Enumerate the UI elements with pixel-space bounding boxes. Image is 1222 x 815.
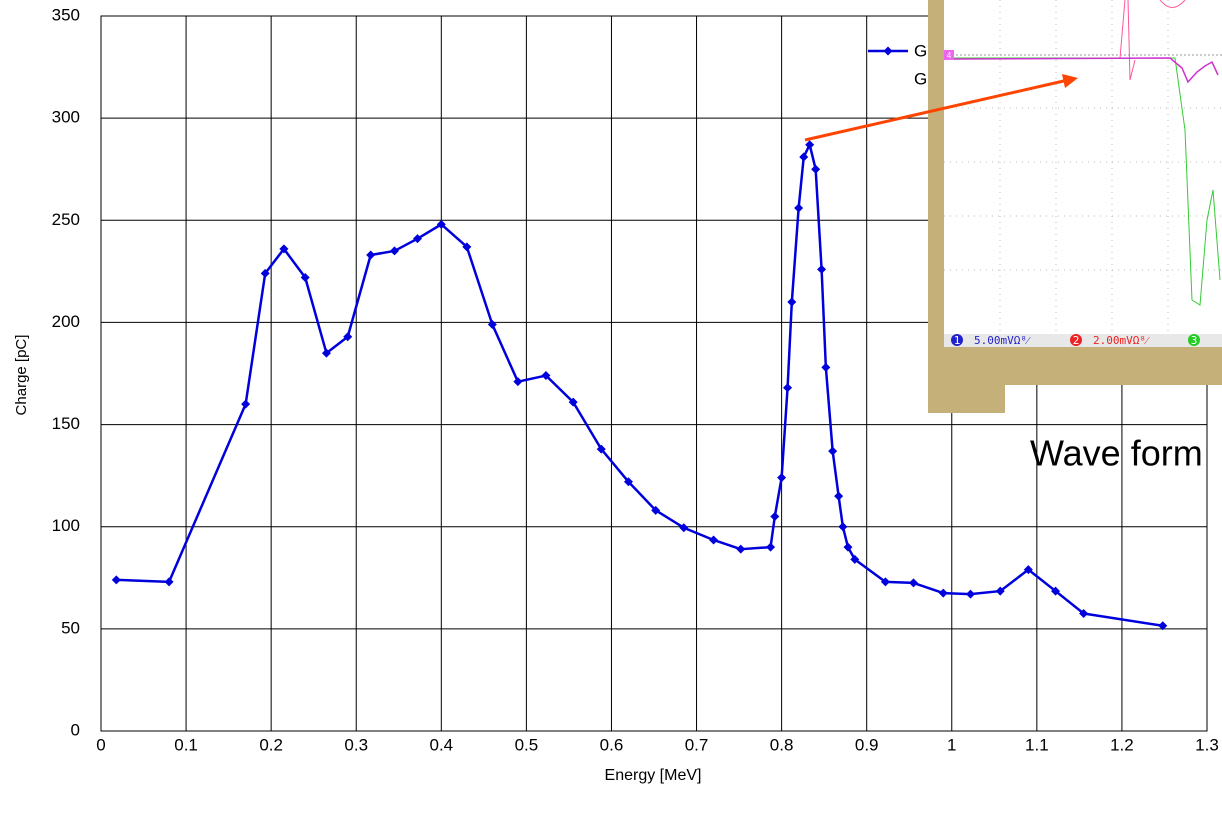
y-tick-label: 200: [52, 312, 80, 331]
y-tick-label: 150: [52, 414, 80, 433]
y-tick-label: 300: [52, 108, 80, 127]
x-tick-label: 0: [96, 735, 105, 754]
legend-label: G: [914, 41, 927, 60]
x-tick-label: 0.4: [429, 735, 453, 754]
y-tick-label: 250: [52, 210, 80, 229]
x-tick-label: 1.1: [1025, 735, 1049, 754]
y-axis-label: Charge [pC]: [13, 335, 30, 416]
x-tick-label: 1: [947, 735, 956, 754]
channel-number: 2: [1073, 334, 1080, 347]
x-tick-label: 0.8: [770, 735, 794, 754]
x-tick-label: 1.3: [1195, 735, 1219, 754]
x-tick-label: 0.1: [174, 735, 198, 754]
channel-number: 3: [1191, 334, 1198, 347]
y-tick-label: 50: [61, 618, 80, 637]
scope-marker-label: 4: [947, 51, 952, 60]
channel-scale: 5.00mVΩ⁸⁄: [974, 334, 1031, 347]
x-tick-label: 0.6: [600, 735, 624, 754]
x-axis-label: Energy [MeV]: [605, 767, 702, 784]
legend-label: G: [914, 69, 927, 88]
x-tick-label: 0.7: [685, 735, 709, 754]
chart: 0 50 100 150 200 250 300 350 0 0.1 0.2 0.3 0.4 0.5 0.6…: [0, 0, 1222, 815]
inset-caption: Wave form: [1030, 433, 1203, 474]
y-tick-label: 350: [52, 5, 80, 24]
channel-number: 1: [954, 334, 961, 347]
scope-screen: [944, 0, 1222, 334]
x-tick-label: 0.2: [259, 735, 283, 754]
x-tick-label: 1.2: [1110, 735, 1134, 754]
x-tick-label: 0.9: [855, 735, 879, 754]
y-tick-label: 0: [71, 720, 80, 739]
y-tick-label: 100: [52, 516, 80, 535]
channel-scale: 2.00mVΩ⁸⁄: [1093, 334, 1150, 347]
x-tick-label: 0.3: [344, 735, 368, 754]
x-tick-label: 0.5: [515, 735, 539, 754]
